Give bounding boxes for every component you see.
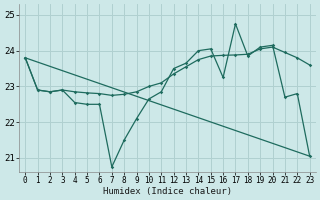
X-axis label: Humidex (Indice chaleur): Humidex (Indice chaleur) — [103, 187, 232, 196]
